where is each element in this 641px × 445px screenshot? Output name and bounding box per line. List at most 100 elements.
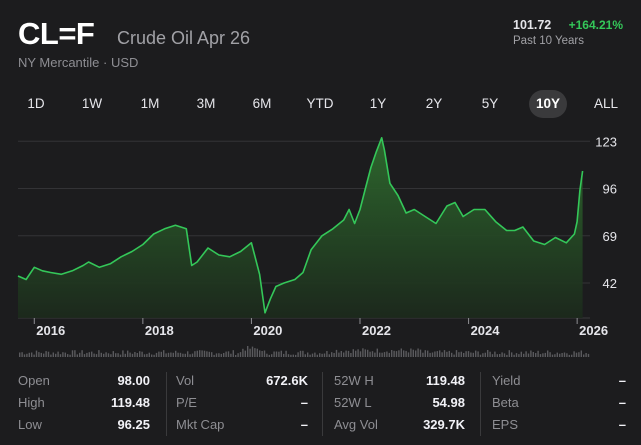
volume-bar <box>38 352 40 357</box>
stat-value-open: 98.00 <box>117 373 150 388</box>
volume-bar <box>283 353 285 357</box>
x-tick-label: 2024 <box>471 323 501 338</box>
volume-bar <box>323 353 326 357</box>
volume-bar <box>131 353 134 357</box>
volume-bar <box>477 351 479 357</box>
volume-bar <box>31 352 33 357</box>
volume-bar <box>98 350 100 357</box>
volume-bar <box>345 350 347 357</box>
range-5y[interactable]: 5Y <box>481 96 499 111</box>
volume-bar <box>470 352 472 357</box>
volume-bar <box>427 350 429 357</box>
range-all[interactable]: ALL <box>593 96 619 111</box>
volume-bar <box>465 351 467 357</box>
volume-bar <box>256 348 258 357</box>
stat-value-yield: – <box>618 373 626 388</box>
volume-bar <box>57 351 59 357</box>
volume-bar <box>494 351 496 357</box>
volume-bar <box>187 351 189 357</box>
volume-bar <box>33 354 35 357</box>
volume-bar <box>405 350 407 357</box>
volume-bar <box>263 350 266 357</box>
volume-bar <box>419 349 422 357</box>
volume-bar <box>554 354 556 357</box>
volume-bar <box>83 354 86 357</box>
volume-bar <box>220 353 222 357</box>
volume-bar <box>304 354 306 357</box>
stat-value-52w-h: 119.48 <box>425 373 465 388</box>
volume-bar <box>436 351 438 357</box>
volume-bar <box>333 353 335 357</box>
volume-bar <box>472 352 474 357</box>
stats-column-divider <box>166 372 167 436</box>
volume-bar <box>115 353 117 357</box>
volume-bar <box>340 351 342 357</box>
volume-bar <box>503 353 506 357</box>
volume-bar <box>146 353 148 357</box>
stat-value-beta: – <box>618 395 626 410</box>
volume-bar <box>343 352 345 357</box>
range-1y[interactable]: 1Y <box>369 96 387 111</box>
volume-bar <box>201 350 203 357</box>
range-1m[interactable]: 1M <box>140 96 160 111</box>
range-6m[interactable]: 6M <box>252 96 272 111</box>
volume-bar <box>208 351 210 357</box>
volume-bar <box>501 352 503 357</box>
range-1d[interactable]: 1D <box>27 96 45 111</box>
volume-bar <box>374 352 376 357</box>
volume-bar <box>542 353 544 357</box>
volume-bar <box>326 351 328 357</box>
volume-bar <box>302 350 304 357</box>
price-summary: 101.72 +164.21% Past 10 Years <box>513 17 623 53</box>
volume-bar <box>513 354 515 357</box>
volume-bar <box>91 351 93 357</box>
volume-bar <box>441 352 443 357</box>
price-chart[interactable]: 123 96 69 42 2016 2018 2020 2022 2024 2026 <box>0 125 641 360</box>
x-tick-label: 2016 <box>36 323 65 338</box>
volume-bar <box>407 352 410 357</box>
volume-bar <box>424 350 426 357</box>
volume-bar <box>415 350 417 357</box>
key-statistics: Open 98.00 High 119.48 Low 96.25 Vol 672.6K P/E –… <box>0 368 641 445</box>
stat-value-mkt-cap: – <box>300 417 308 432</box>
volume-bar <box>134 352 136 357</box>
volume-bar <box>309 354 311 357</box>
volume-bar <box>143 354 146 357</box>
volume-bar <box>69 354 71 357</box>
volume-bar <box>338 352 340 357</box>
volume-bar <box>379 352 381 357</box>
volume-bar <box>515 353 518 357</box>
volume-bar <box>585 353 587 357</box>
volume-bar <box>45 351 47 357</box>
volume-bar <box>136 353 138 357</box>
volume-bar <box>319 353 321 357</box>
range-ytd[interactable]: YTD <box>306 96 334 111</box>
range-2y[interactable]: 2Y <box>425 96 443 111</box>
stat-label-mkt-cap: Mkt Cap <box>176 417 225 432</box>
volume-bar <box>151 354 153 357</box>
volume-bar <box>261 351 263 357</box>
volume-bar <box>525 351 527 357</box>
volume-bar <box>523 353 525 357</box>
volume-bar <box>242 348 244 357</box>
volume-bar <box>184 353 186 357</box>
volume-bar <box>67 354 69 357</box>
range-3m[interactable]: 3M <box>196 96 216 111</box>
volume-bar <box>26 353 28 357</box>
volume-bar <box>446 351 448 357</box>
volume-bar <box>254 348 256 357</box>
volume-bar <box>575 352 578 357</box>
volume-bar <box>292 354 294 357</box>
range-10y[interactable]: 10Y <box>529 90 567 118</box>
volume-bar <box>489 351 491 357</box>
volume-bar <box>79 352 81 357</box>
volume-bar <box>153 354 155 357</box>
volume-bar <box>129 352 131 357</box>
volume-bar <box>237 353 239 357</box>
volume-bar <box>451 352 453 357</box>
volume-bar <box>117 353 119 357</box>
range-1w[interactable]: 1W <box>81 96 103 111</box>
x-tick-label: 2018 <box>145 323 174 338</box>
volume-bar <box>278 351 280 357</box>
volume-bar <box>175 350 177 357</box>
